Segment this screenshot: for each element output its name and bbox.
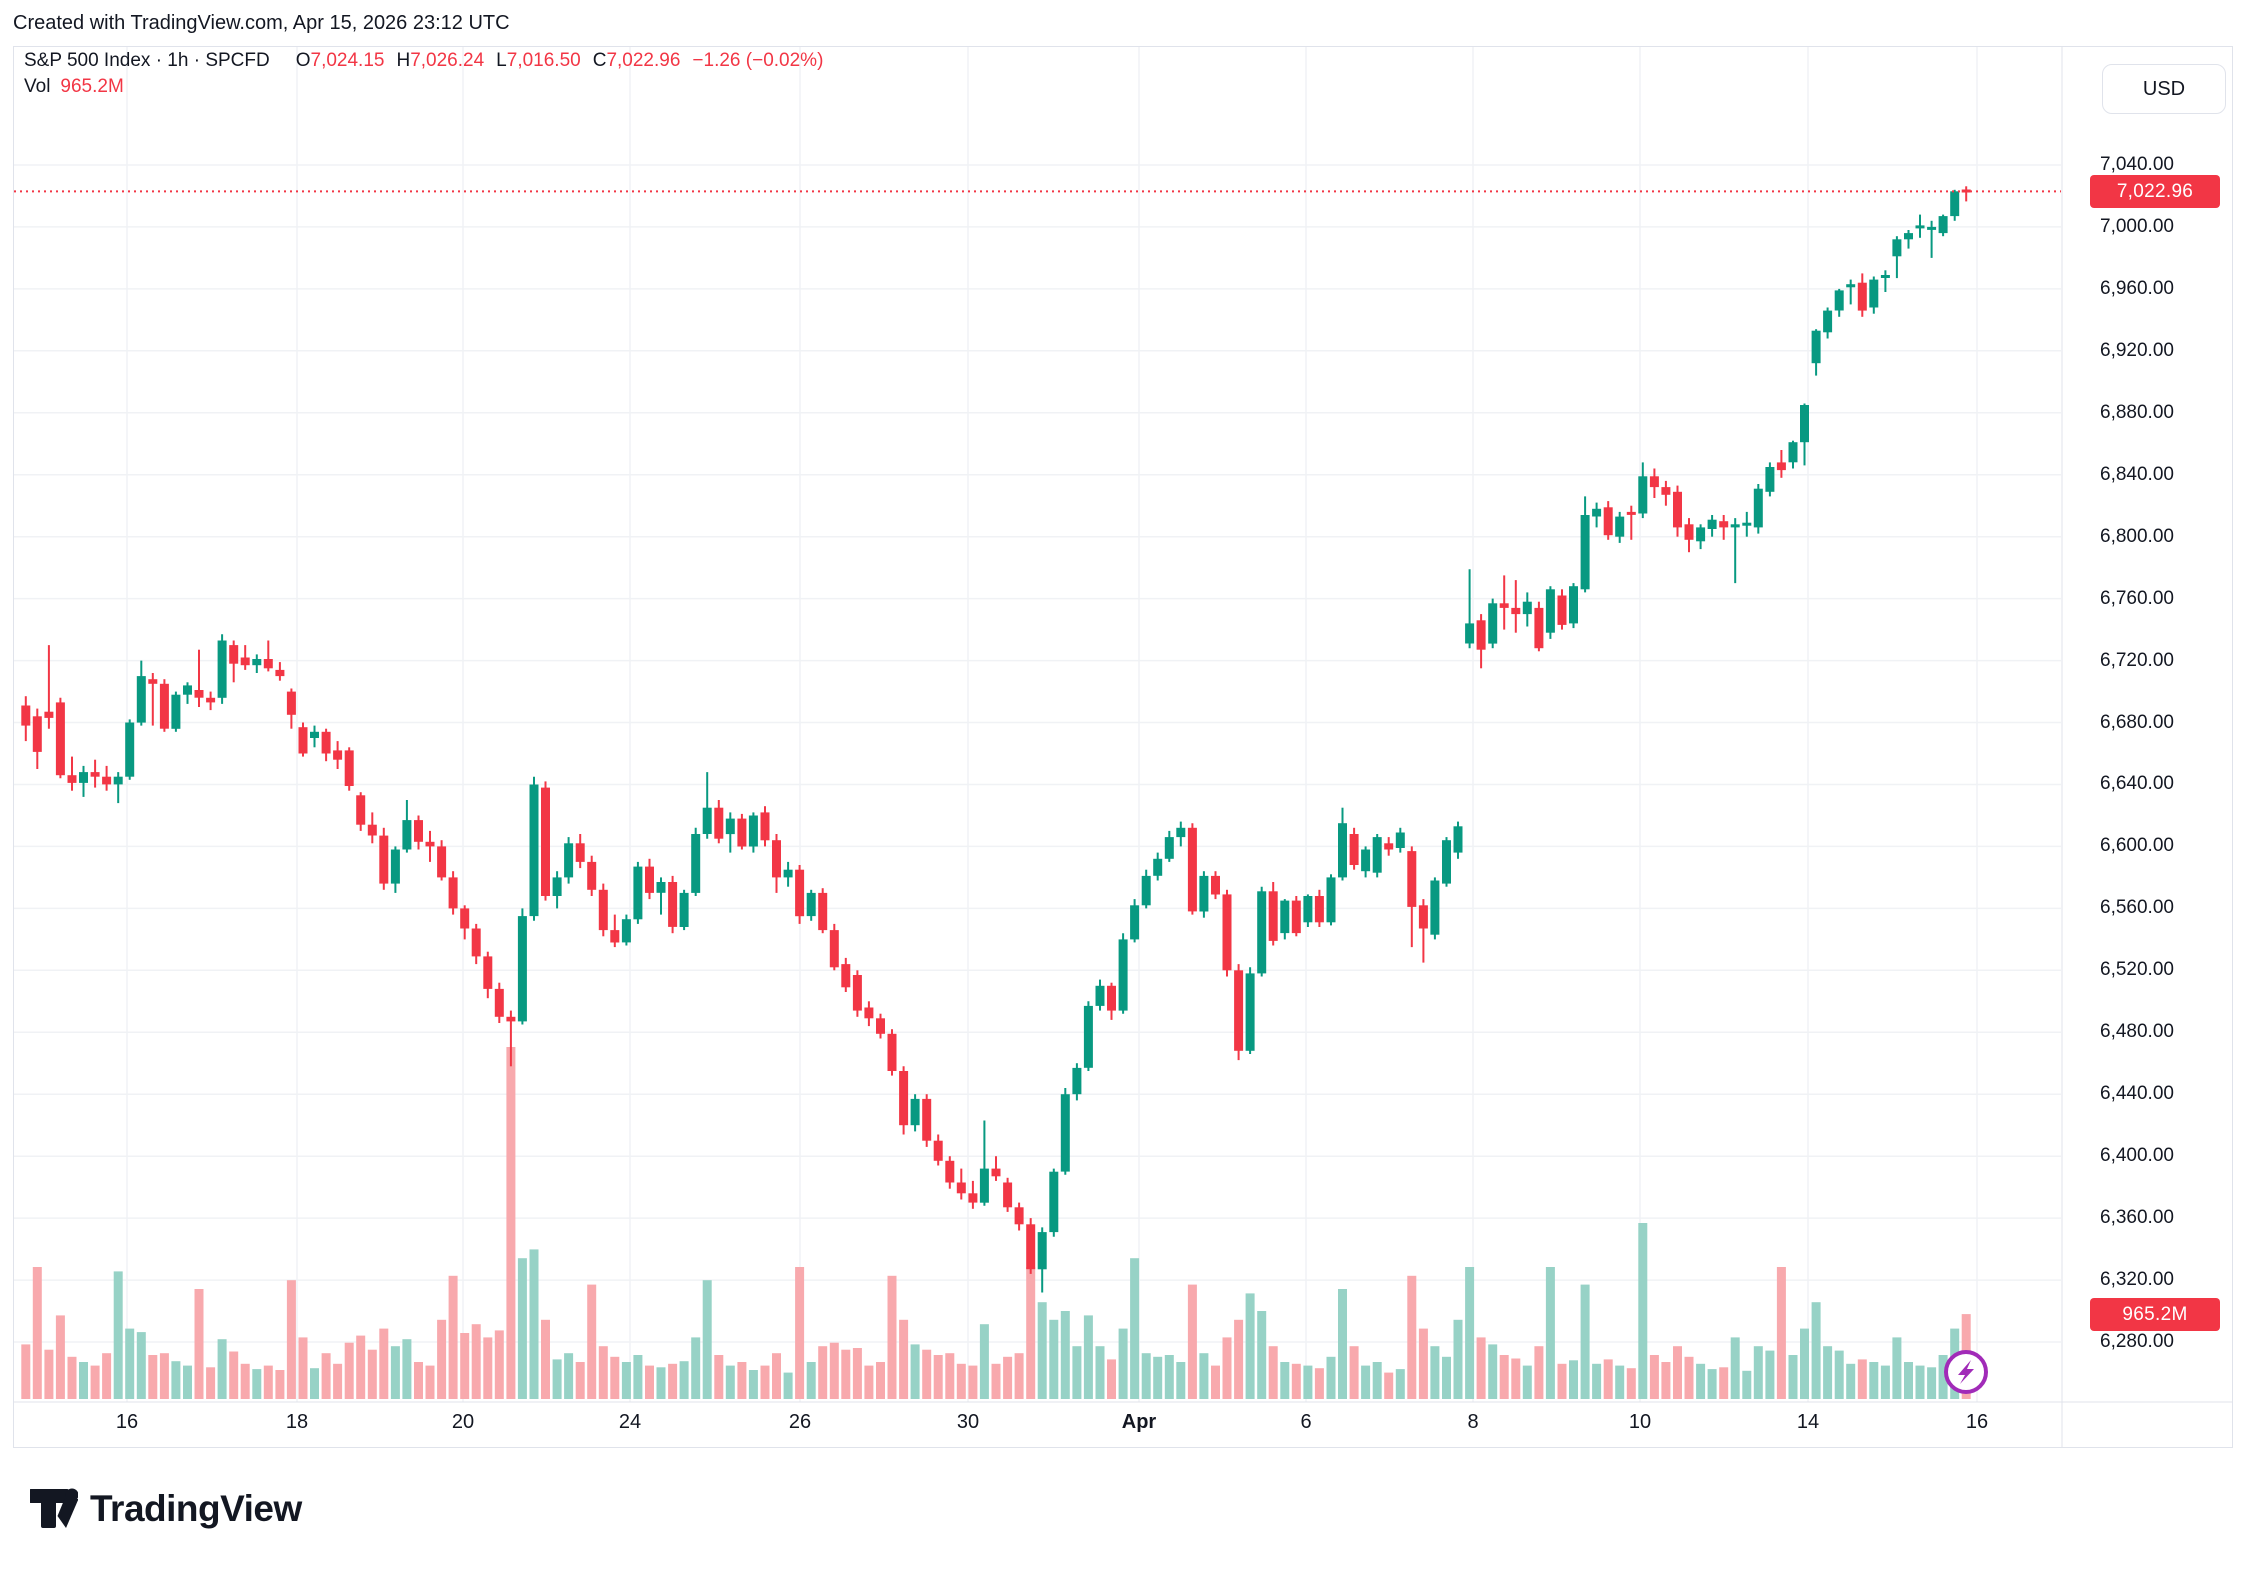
lightning-icon (1958, 1360, 1974, 1384)
time-tick-label: 16 (115, 1411, 139, 1433)
volume-label: Vol (24, 76, 51, 97)
price-tick-label: 6,400.00 (2100, 1145, 2174, 1166)
close-label: C (592, 50, 607, 71)
open-label: O (295, 50, 311, 71)
realtime-lightning-button[interactable] (1943, 1349, 1989, 1395)
price-tick-label: 6,320.00 (2100, 1269, 2174, 1290)
price-tick-label: 6,920.00 (2100, 340, 2174, 361)
volume-value: 965.2M (60, 76, 124, 97)
change-value: −1.26 (−0.02%) (692, 50, 824, 71)
price-tick-label: 6,480.00 (2100, 1021, 2174, 1042)
high-label: H (396, 50, 411, 71)
time-tick-label: 10 (1628, 1411, 1652, 1433)
tradingview-logo-icon (30, 1488, 78, 1528)
price-tick-label: 7,000.00 (2100, 216, 2174, 237)
price-tick-label: 6,880.00 (2100, 402, 2174, 423)
candlestick-chart[interactable] (0, 0, 2252, 1466)
price-tick-label: 6,280.00 (2100, 1331, 2174, 1352)
time-tick-label: 8 (1467, 1411, 1479, 1433)
last-price-marker: 7,022.96 (2090, 175, 2220, 208)
time-tick-label: 6 (1300, 1411, 1312, 1433)
price-tick-label: 6,840.00 (2100, 464, 2174, 485)
price-tick-label: 6,640.00 (2100, 773, 2174, 794)
price-tick-label: 6,600.00 (2100, 835, 2174, 856)
time-tick-label: 14 (1796, 1411, 1820, 1433)
open-value: 7,024.15 (310, 50, 385, 71)
price-tick-label: 6,800.00 (2100, 526, 2174, 547)
price-tick-label: 6,560.00 (2100, 897, 2174, 918)
symbol-legend: S&P 500 Index · 1h · SPCFD O 7,024.15 H 7,… (24, 50, 823, 72)
currency-button[interactable]: USD (2102, 64, 2226, 114)
price-tick-label: 7,040.00 (2100, 154, 2174, 175)
volume-marker: 965.2M (2090, 1298, 2220, 1331)
time-tick-label: 30 (956, 1411, 980, 1433)
price-tick-label: 6,720.00 (2100, 650, 2174, 671)
price-tick-label: 6,360.00 (2100, 1207, 2174, 1228)
price-tick-label: 6,440.00 (2100, 1083, 2174, 1104)
volume-legend: Vol 965.2M (24, 76, 124, 98)
price-tick-label: 6,680.00 (2100, 712, 2174, 733)
low-label: L (496, 50, 507, 71)
time-tick-label: 18 (285, 1411, 309, 1433)
tradingview-logo[interactable]: TradingView (30, 1486, 302, 1532)
symbol-title: S&P 500 Index · 1h · SPCFD (24, 50, 270, 71)
attribution-text: Created with TradingView.com, Apr 15, 20… (13, 12, 510, 34)
low-value: 7,016.50 (506, 50, 581, 71)
high-value: 7,026.24 (410, 50, 485, 71)
price-tick-label: 6,960.00 (2100, 278, 2174, 299)
close-value: 7,022.96 (606, 50, 681, 71)
time-tick-label: 16 (1965, 1411, 1989, 1433)
tradingview-logo-text: TradingView (90, 1488, 302, 1529)
time-tick-label: 26 (788, 1411, 812, 1433)
time-tick-label: 24 (618, 1411, 642, 1433)
price-tick-label: 6,760.00 (2100, 588, 2174, 609)
time-tick-label: 20 (451, 1411, 475, 1433)
price-tick-label: 6,520.00 (2100, 959, 2174, 980)
time-tick-label: Apr (1121, 1411, 1157, 1433)
